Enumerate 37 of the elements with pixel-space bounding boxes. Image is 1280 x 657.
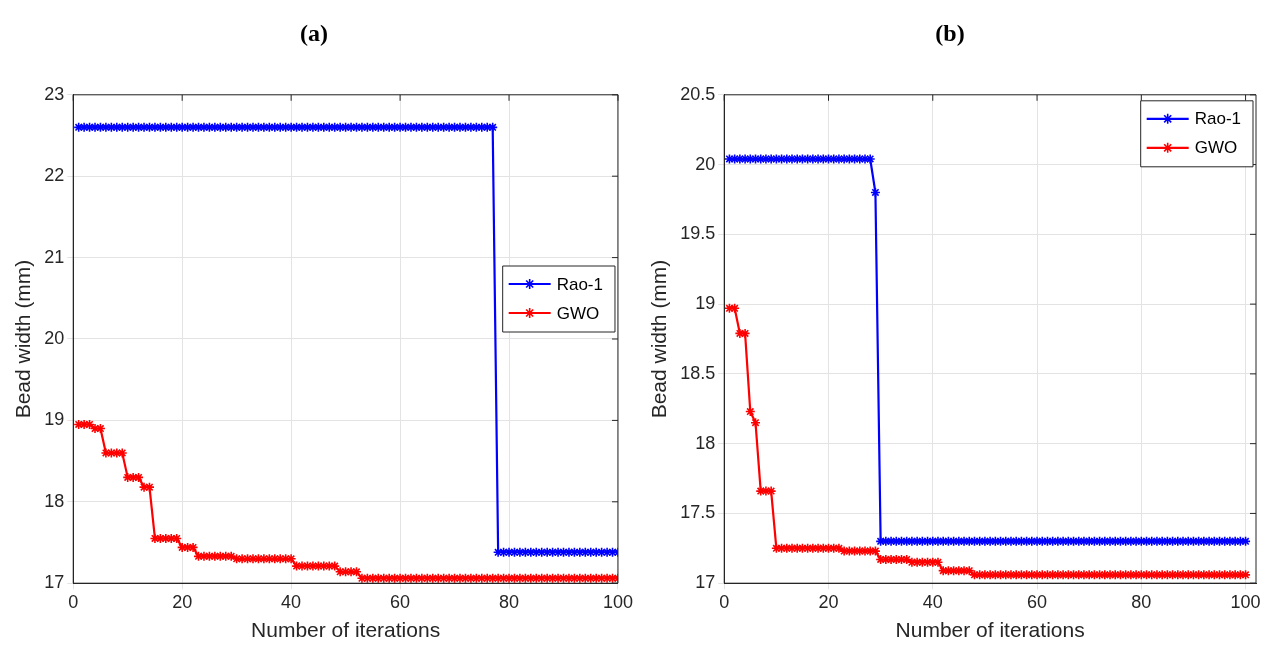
y-axis-title: Bead width (mm) [647,259,671,419]
x-tick-label: 80 [499,591,520,612]
y-tick-label: 20 [695,153,716,174]
x-tick-label: 0 [68,591,79,612]
y-tick-label: 19 [695,293,716,314]
y-tick-label: 17 [695,572,716,593]
y-tick-label: 22 [44,165,65,186]
y-axis-title: Bead width (mm) [11,259,35,419]
x-tick-label: 40 [922,591,943,612]
x-axis-title: Number of iterations [251,618,441,642]
x-tick-label: 100 [1230,591,1261,612]
y-tick-label: 19 [44,409,65,430]
x-axis-title: Number of iterations [895,618,1085,642]
y-tick-label: 17 [44,572,65,593]
x-tick-label: 60 [1027,591,1048,612]
x-tick-label: 20 [818,591,839,612]
y-tick-label: 19.5 [680,223,716,244]
legend-label: Rao-1 [556,274,603,294]
y-tick-label: 23 [44,83,65,104]
legend-label: GWO [1194,138,1238,158]
y-tick-label: 20 [44,327,65,348]
y-tick-label: 20.5 [680,83,716,104]
y-tick-label: 18 [695,432,716,453]
x-tick-label: 40 [281,591,302,612]
x-tick-label: 60 [390,591,411,612]
legend-label: GWO [556,303,600,323]
y-tick-label: 21 [44,246,65,267]
x-tick-label: 80 [1131,591,1152,612]
legend-label: Rao-1 [1194,109,1242,129]
chart-title: (b) [935,19,965,46]
x-tick-label: 0 [719,591,730,612]
chart-title: (a) [300,19,328,46]
y-tick-label: 18 [44,490,65,511]
y-tick-label: 18.5 [680,362,716,383]
x-tick-label: 100 [602,591,634,612]
x-tick-label: 20 [172,591,193,612]
y-tick-label: 17.5 [680,502,716,523]
